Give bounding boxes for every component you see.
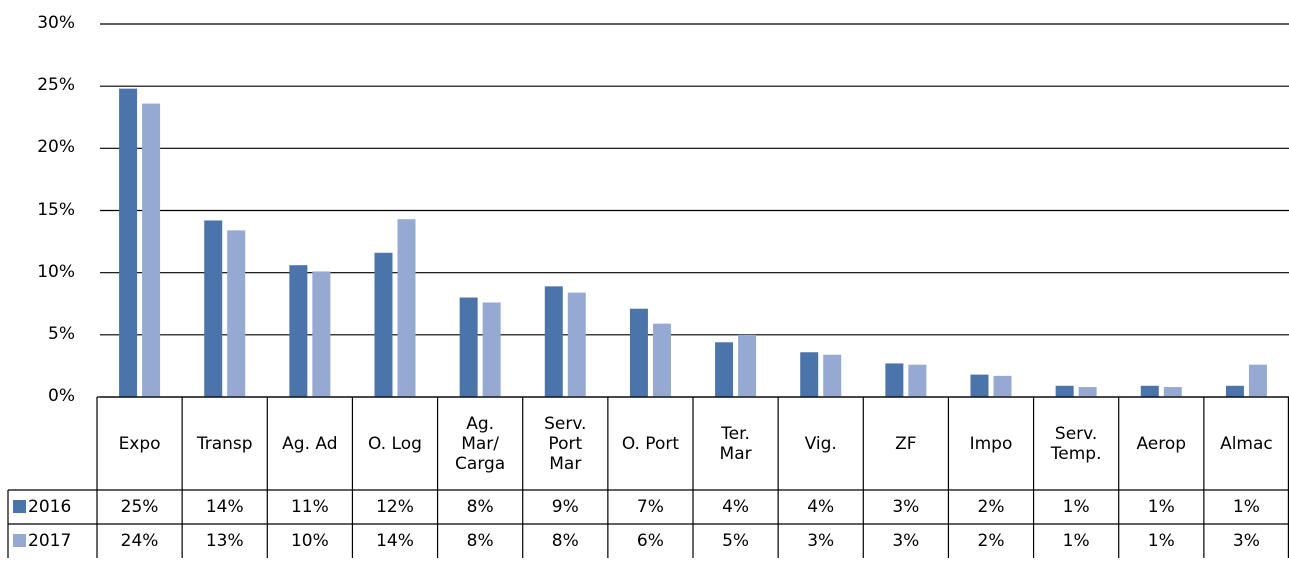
data-label: 13%	[205, 531, 244, 551]
bar	[993, 375, 1012, 397]
data-label: 3%	[1232, 531, 1260, 551]
data-label: 9%	[551, 497, 579, 517]
data-label: 6%	[636, 531, 664, 551]
data-label: 3%	[892, 531, 920, 551]
legend-label: 2016	[28, 497, 72, 517]
bar	[142, 103, 161, 397]
data-label: 5%	[722, 531, 750, 551]
data-label: 25%	[120, 497, 159, 517]
bar	[1140, 385, 1159, 397]
data-label: 10%	[290, 531, 329, 551]
data-label: 14%	[376, 531, 414, 551]
bar	[652, 323, 671, 397]
x-tick-label: Serv. Port Mar	[544, 413, 587, 474]
bar	[1078, 387, 1097, 397]
y-tick-label: 15%	[37, 199, 75, 220]
data-label: 4%	[722, 497, 750, 517]
data-label: 1%	[1147, 497, 1175, 517]
data-label: 2%	[977, 497, 1005, 517]
bar	[629, 308, 648, 397]
y-tick-label: 10%	[37, 261, 75, 282]
data-label: 11%	[290, 497, 329, 517]
bar	[1225, 385, 1244, 397]
data-label: 1%	[1232, 497, 1260, 517]
y-tick-label: 25%	[37, 75, 75, 96]
data-label: 8%	[466, 531, 494, 551]
data-label: 7%	[636, 497, 664, 517]
data-label: 8%	[551, 531, 579, 551]
data-label: 14%	[205, 497, 244, 517]
bar	[1055, 385, 1074, 397]
data-label: 1%	[1062, 497, 1090, 517]
data-label: 1%	[1062, 531, 1090, 551]
y-tick-label: 0%	[48, 386, 75, 406]
x-tick-label: O. Port	[621, 433, 680, 454]
data-label: 2%	[977, 531, 1005, 551]
x-tick-label: Transp	[196, 433, 253, 454]
bar	[204, 220, 223, 397]
bar	[823, 354, 842, 397]
bar	[715, 342, 734, 397]
bar	[227, 230, 246, 397]
data-label: 3%	[892, 497, 920, 517]
data-label: 8%	[466, 497, 494, 517]
bar	[482, 302, 501, 397]
bar	[885, 363, 904, 397]
x-tick-label: Serv. Temp.	[1050, 423, 1102, 464]
bar	[1163, 387, 1182, 397]
y-tick-label: 30%	[37, 13, 75, 33]
bar	[1248, 364, 1267, 397]
x-tick-label: Impo	[969, 433, 1013, 454]
x-tick-label: Ter. Mar	[719, 423, 752, 464]
bar	[119, 88, 138, 398]
x-tick-label: Ag. Ad	[282, 433, 338, 454]
bar	[374, 252, 393, 397]
x-tick-label: O. Log	[368, 433, 422, 454]
bar	[312, 271, 331, 397]
x-tick-label: Expo	[118, 433, 161, 454]
bar	[289, 265, 308, 397]
legend-swatch	[13, 534, 26, 547]
bar	[397, 219, 416, 397]
bar	[970, 374, 989, 397]
x-tick-label: Aerop	[1136, 433, 1187, 454]
data-label: 3%	[807, 531, 835, 551]
bar	[800, 352, 819, 397]
bar	[459, 297, 478, 397]
bar	[738, 334, 757, 397]
data-label: 1%	[1147, 531, 1175, 551]
data-label: 12%	[376, 497, 414, 517]
data-label: 24%	[120, 531, 159, 551]
y-tick-label: 5%	[48, 323, 75, 344]
x-tick-label: Vig.	[804, 433, 837, 454]
y-tick-label: 20%	[37, 137, 75, 158]
x-tick-label: ZF	[895, 433, 917, 454]
bar	[908, 364, 927, 397]
bar	[544, 286, 563, 397]
data-label: 4%	[807, 497, 835, 517]
x-tick-label: Ag. Mar/ Carga	[455, 413, 506, 474]
x-tick-label: Almac	[1220, 433, 1273, 454]
legend-label: 2017	[28, 531, 72, 551]
legend-swatch	[13, 500, 26, 513]
bar	[567, 292, 586, 397]
